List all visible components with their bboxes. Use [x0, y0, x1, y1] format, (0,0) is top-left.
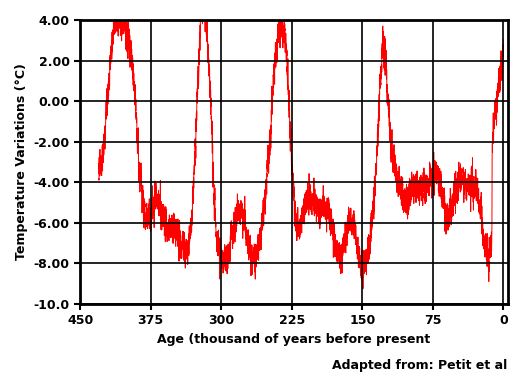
X-axis label: Age (thousand of years before present: Age (thousand of years before present	[157, 333, 430, 346]
Y-axis label: Temperature Variations (°C): Temperature Variations (°C)	[15, 64, 28, 261]
Text: Adapted from: Petit et al: Adapted from: Petit et al	[332, 359, 507, 372]
